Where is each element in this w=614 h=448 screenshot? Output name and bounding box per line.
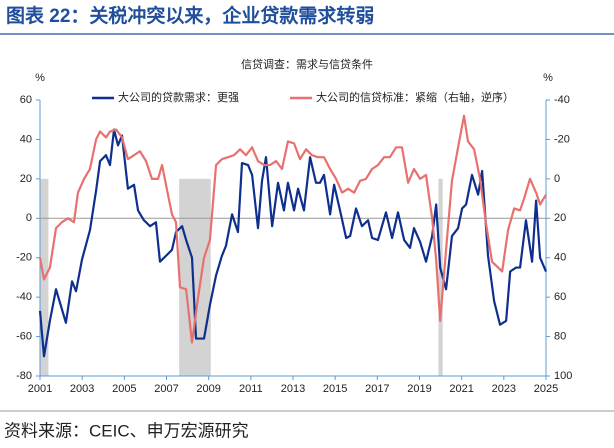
- y2-tick-label: 100: [554, 370, 572, 382]
- y2-tick-label: 60: [554, 291, 566, 303]
- page-title: 图表 22：关税冲突以来，企业贷款需求转弱: [6, 4, 374, 27]
- y-unit: %: [35, 72, 45, 84]
- y2-tick-label: 80: [554, 330, 566, 342]
- y2-unit: %: [543, 72, 553, 84]
- y2-tick-label: -20: [554, 133, 570, 145]
- y2-tick-label: -40: [554, 94, 570, 106]
- y-tick-label: -80: [16, 370, 32, 382]
- legend-label: 大公司的贷款需求：更强: [118, 90, 239, 104]
- y-tick-label: 60: [20, 94, 32, 106]
- y2-tick-label: 40: [554, 252, 566, 264]
- y2-tick-label: 20: [554, 212, 566, 224]
- y2-tick-label: 0: [554, 173, 560, 185]
- x-tick-label: 2019: [407, 383, 431, 395]
- x-tick-label: 2005: [112, 383, 136, 395]
- source: 资料来源：CEIC、申万宏源研究: [4, 421, 249, 440]
- shaded-period: [438, 178, 443, 376]
- x-tick-label: 2003: [70, 383, 94, 395]
- x-tick-label: 2007: [154, 383, 178, 395]
- x-tick-label: 2025: [534, 383, 558, 395]
- y-tick-label: 20: [20, 173, 32, 185]
- y-tick-label: -40: [16, 291, 32, 303]
- x-tick-label: 2011: [239, 383, 263, 395]
- y-tick-label: -20: [16, 252, 32, 264]
- x-tick-label: 2021: [449, 383, 473, 395]
- x-tick-label: 2009: [196, 383, 220, 395]
- legend-label: 大公司的信贷标准：紧缩（右轴，逆序）: [316, 90, 514, 104]
- x-tick-label: 2013: [281, 383, 305, 395]
- x-tick-label: 2017: [365, 383, 389, 395]
- x-tick-label: 2015: [323, 383, 347, 395]
- shaded-period: [179, 178, 211, 376]
- y-tick-label: 40: [20, 133, 32, 145]
- y-tick-label: 0: [26, 212, 32, 224]
- x-tick-label: 2001: [28, 383, 52, 395]
- x-tick-label: 2023: [492, 383, 516, 395]
- y-tick-label: -60: [16, 330, 32, 342]
- series-line: [38, 114, 547, 344]
- chart-title: 信贷调查：需求与信贷条件: [241, 57, 373, 71]
- series-line: [38, 128, 548, 358]
